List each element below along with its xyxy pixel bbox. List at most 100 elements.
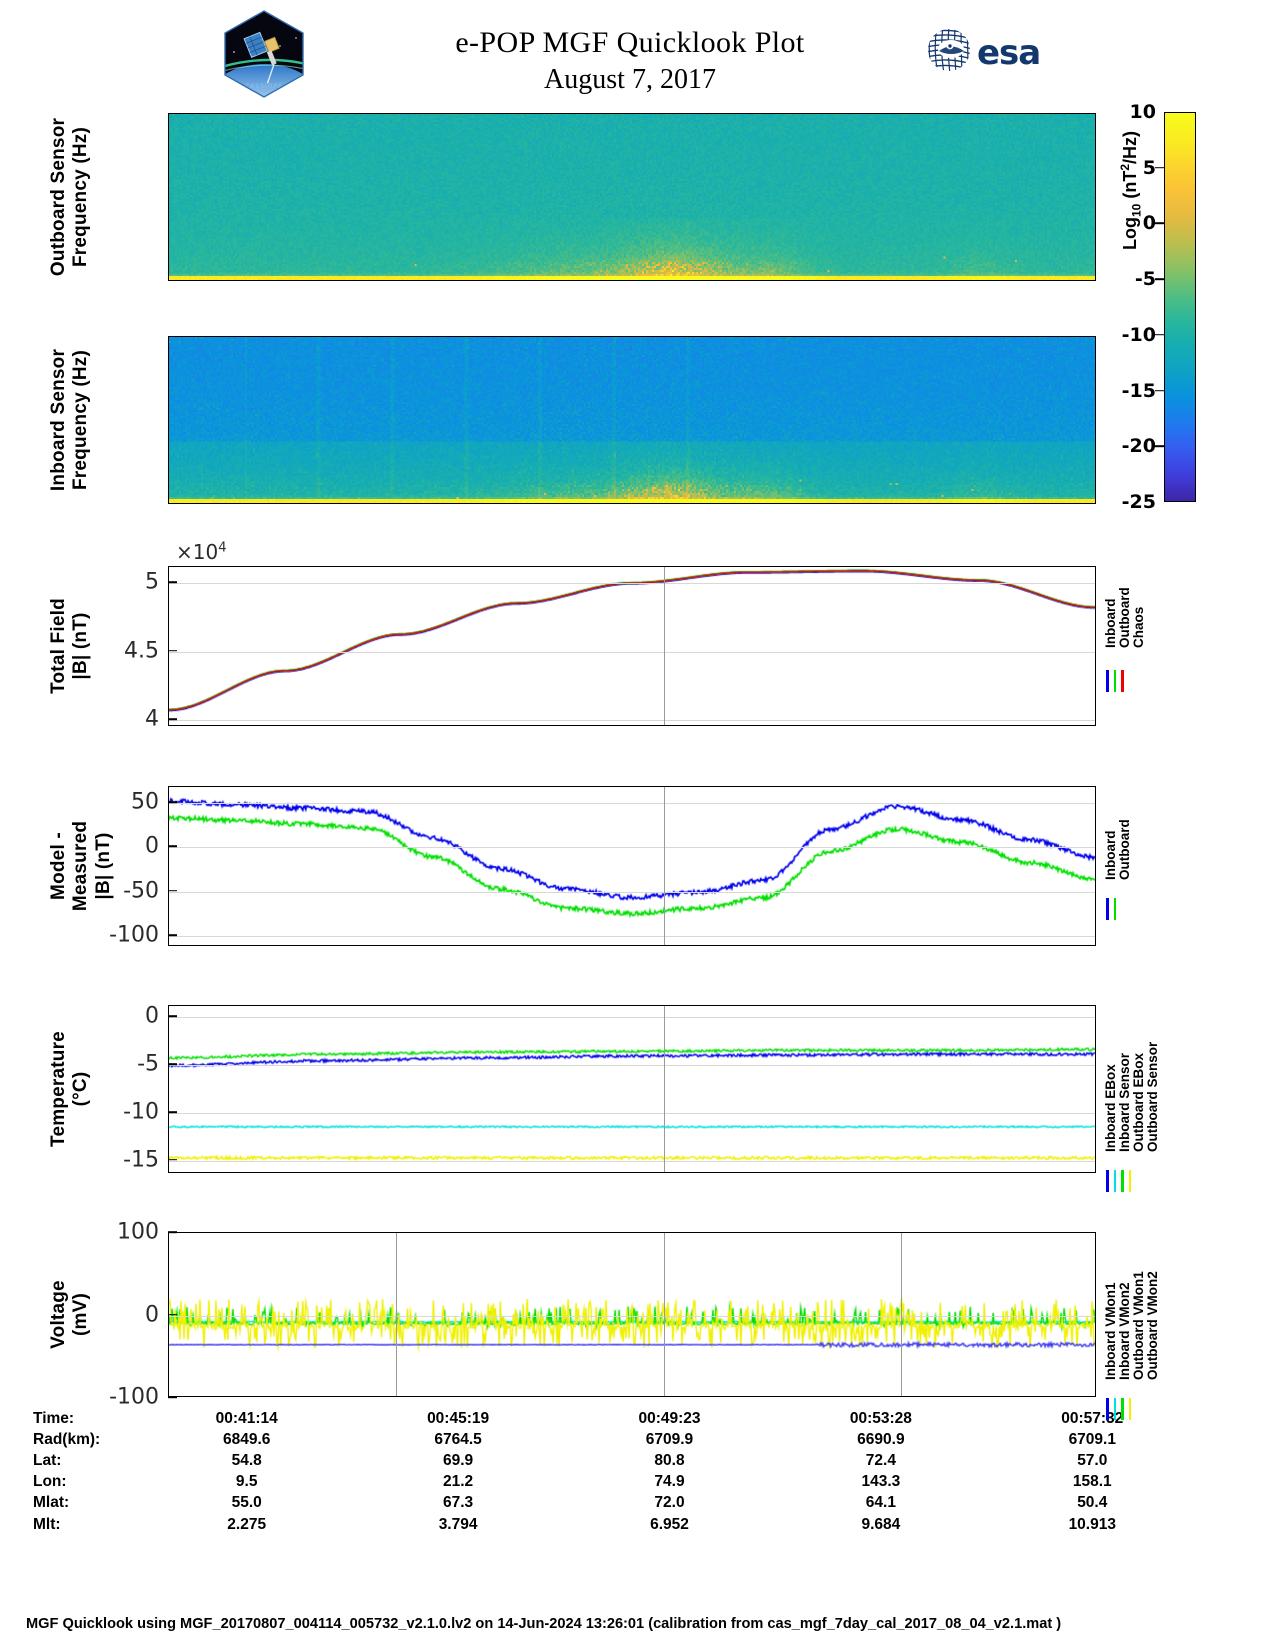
vertical-gridline (664, 787, 666, 945)
inboard-spectrogram-plotbox[interactable] (168, 336, 1096, 504)
esa-logo-icon: esa (925, 26, 1045, 74)
y-tick-label: -15 (123, 1147, 159, 1173)
legend-swatch (1113, 898, 1116, 920)
gridline (169, 847, 1095, 849)
ephemeris-row-key: Time: (33, 1409, 75, 1427)
legend-label: Chaos (1131, 606, 1146, 648)
gridline (169, 891, 1095, 893)
title-block: e-POP MGF Quicklook Plot August 7, 2017 (330, 26, 930, 96)
ephemeris-cell: 21.2 (443, 1473, 474, 1491)
y-tick-label: 0 (145, 1003, 159, 1029)
colorbar-tick-mark (1155, 445, 1164, 448)
y-tick-mark (168, 801, 177, 803)
outboard-spectrogram-plotbox[interactable] (168, 113, 1096, 281)
ephemeris-cell: 6709.9 (645, 1430, 694, 1448)
y-tick-mark (168, 1231, 177, 1233)
page-header: CASSIOPE e-POP MGF Quicklook Plot August… (0, 0, 1275, 100)
ephemeris-row: Lon: 9.5 21.2 74.9 143.3 158.1 (33, 1472, 1198, 1493)
gridline (169, 936, 1095, 938)
temperature-plotbox[interactable] (168, 1005, 1096, 1173)
y-tick-mark (168, 845, 177, 848)
gridline (169, 651, 1095, 653)
model-measured-ylabel: Model - Measured |B| (nT) (48, 820, 114, 912)
colorbar-tick-mark (1155, 166, 1164, 169)
ephemeris-row-key: Mlt: (33, 1515, 61, 1533)
colorbar-tick-label: -20 (1121, 435, 1156, 458)
legend-color-swatches (1106, 898, 1116, 920)
colorbar-tick-label: 10 (1129, 101, 1156, 123)
y-tick-mark (168, 934, 177, 937)
ephemeris-cell: 00:57:32 (1061, 1409, 1124, 1427)
total-field-panel: 4 4.5 5 (124, 566, 1096, 732)
ephemeris-cell: 10.913 (1068, 1515, 1116, 1533)
colorbar-tick-label: 0 (1142, 212, 1156, 235)
vertical-gridline (664, 1233, 666, 1396)
ephemeris-cell: 158.1 (1072, 1473, 1112, 1491)
legend-swatch (1113, 1398, 1116, 1420)
model-measured-lines (169, 787, 1095, 945)
ephemeris-cell: 72.0 (654, 1494, 685, 1512)
legend-swatch (1128, 1398, 1131, 1420)
footer-provenance: MGF Quicklook using MGF_20170807_004114_… (26, 1616, 1062, 1632)
total-field-ylabel: Total Field |B| (nT) (48, 598, 92, 694)
ephemeris-cell: 64.1 (865, 1494, 896, 1512)
y-tick-mark (168, 1313, 177, 1316)
inboard-spectrogram-image (169, 337, 1095, 503)
temperature-ylabel: Temperature (°C) (48, 1031, 92, 1147)
ephemeris-cell: 80.8 (654, 1451, 685, 1469)
gridline (169, 1112, 1095, 1114)
y-tick-mark (168, 890, 177, 892)
legend-swatch (1121, 1398, 1124, 1420)
y-tick-mark (168, 1015, 177, 1018)
page-subtitle-date: August 7, 2017 (544, 64, 716, 95)
ephemeris-cell: 6764.5 (434, 1430, 482, 1448)
ephemeris-cell: 55.0 (231, 1494, 262, 1512)
temperature-lines (169, 1006, 1095, 1172)
ephemeris-cell: 00:53:28 (849, 1409, 912, 1427)
ephemeris-cell: 00:41:14 (215, 1409, 278, 1427)
y-tick-mark (168, 1063, 177, 1065)
y-tick-label: 0 (145, 833, 159, 859)
colorbar-tick-label: -5 (1134, 268, 1156, 291)
y-tick-mark (168, 649, 177, 652)
gridline (169, 583, 1095, 585)
colorbar-tick-mark (1155, 278, 1164, 280)
ephemeris-row-key: Lat: (33, 1451, 62, 1469)
ephemeris-cell: 2.275 (227, 1515, 267, 1533)
y-tick-label: 0 (145, 1302, 159, 1327)
ephemeris-cell: 6709.1 (1068, 1430, 1116, 1448)
ephemeris-row: Mlt: 2.275 3.794 6.952 9.684 10.913 (33, 1514, 1198, 1535)
ephemeris-cell: 74.9 (654, 1473, 685, 1491)
outboard-spectrogram-image (169, 114, 1095, 280)
total-field-lines (169, 567, 1095, 725)
voltage-ylabel: Voltage (mV) (48, 1280, 92, 1349)
legend-color-swatches (1106, 1398, 1131, 1420)
colorbar-tick-mark (1155, 334, 1164, 336)
total-field-plotbox[interactable] (168, 566, 1096, 726)
y-tick-mark (168, 1111, 177, 1113)
legend-swatch (1121, 670, 1124, 692)
cassiope-mission-patch-icon: CASSIOPE (218, 8, 310, 100)
y-tick-label: 5 (145, 569, 159, 595)
model-measured-panel: 50 0 -50 -100 (109, 786, 1096, 948)
legend-label: Outboard VMon2 (1145, 1271, 1160, 1380)
voltage-panel: 100 0 -100 (109, 1220, 1096, 1410)
ephemeris-cell: 00:45:19 (427, 1409, 490, 1427)
legend-swatch (1121, 1170, 1124, 1192)
ephemeris-cell: 57.0 (1077, 1451, 1108, 1469)
legend-swatch (1106, 1170, 1109, 1192)
gridline (169, 803, 1095, 804)
legend-color-swatches (1106, 1170, 1131, 1192)
gridline (169, 1160, 1095, 1162)
gridline (169, 1017, 1095, 1019)
voltage-plotbox[interactable] (168, 1232, 1096, 1397)
outboard-spectrogram-ylabel: Outboard Sensor Frequency (Hz) (48, 117, 92, 277)
outboard-spectrogram-panel (168, 113, 1096, 281)
y-tick-label: -10 (123, 1099, 159, 1125)
model-measured-plotbox[interactable] (168, 786, 1096, 946)
colorbar-tick-label: -10 (1121, 323, 1156, 346)
y-tick-mark (168, 1158, 177, 1161)
ephemeris-cell: 6849.6 (222, 1430, 271, 1448)
y-tick-label: -100 (109, 922, 159, 948)
legend-color-swatches (1106, 670, 1124, 692)
